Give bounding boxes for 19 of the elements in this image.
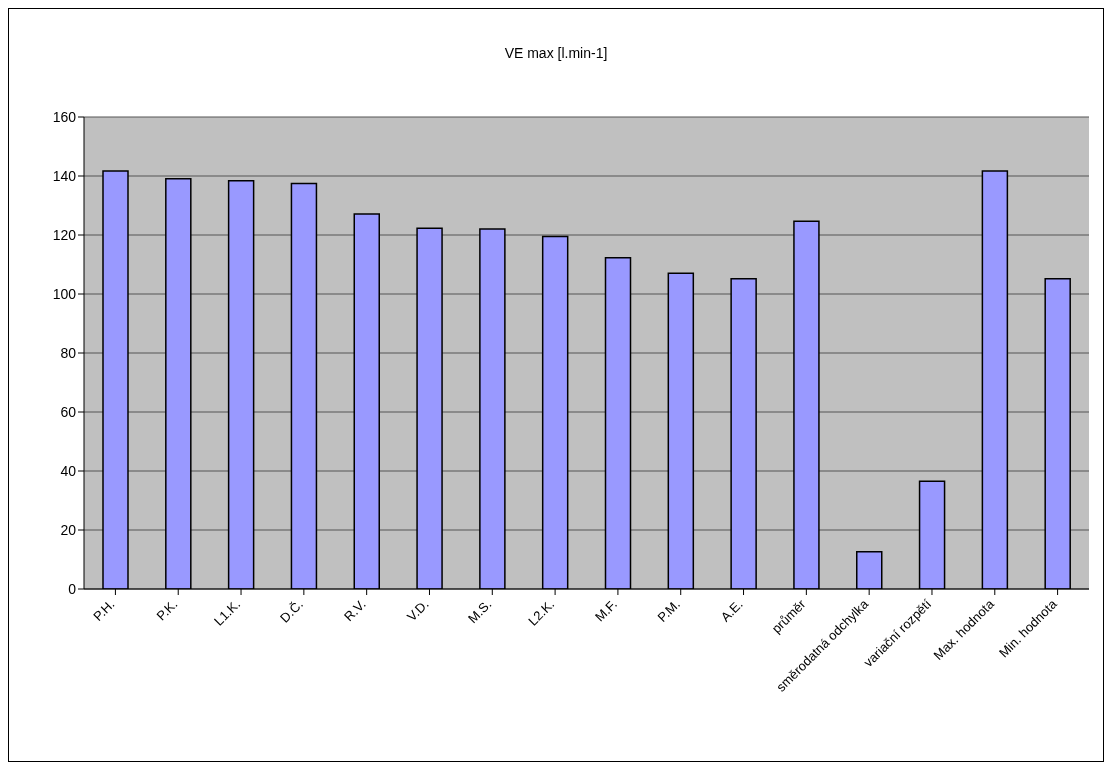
y-tick-label: 140 — [52, 167, 77, 184]
x-tick-label: M.F. — [592, 596, 621, 625]
y-tick-label: 0 — [68, 580, 77, 597]
y-tick-label: 40 — [60, 462, 77, 479]
x-tick-label: P.K. — [153, 596, 181, 624]
y-tick-label: 60 — [60, 403, 77, 420]
x-tick-label: R.V. — [341, 596, 369, 625]
y-tick-label: 100 — [52, 285, 77, 302]
x-tick-label: V.D. — [403, 596, 432, 625]
x-tick-label: P.M. — [654, 596, 683, 625]
y-tick-label: 160 — [52, 108, 77, 125]
chart-title: VE max [l.min-1] — [503, 45, 609, 61]
x-tick-label: A.E. — [717, 596, 746, 625]
y-tick-label: 20 — [60, 521, 77, 538]
x-tick-label: D.Č. — [276, 596, 306, 626]
y-tick-label: 80 — [60, 344, 77, 361]
x-tick-label: M.S. — [464, 596, 495, 627]
x-tick-label: P.H. — [90, 596, 118, 624]
y-tick-label: 120 — [52, 226, 77, 243]
